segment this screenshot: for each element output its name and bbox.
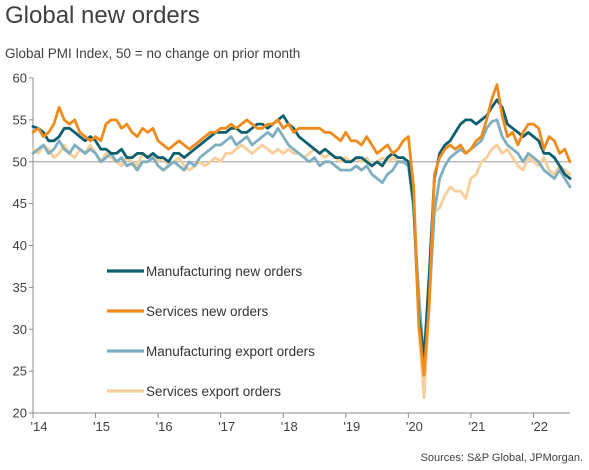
y-tick-label: 45 xyxy=(13,196,27,211)
axes: 20 25 30 35 40 45 50 55 60 '14 '15 '16 '17 '18 '19 '20 '… xyxy=(13,71,570,434)
legend-label: Services new orders xyxy=(146,304,269,319)
legend-label: Services export orders xyxy=(146,384,281,399)
y-tick-label: 20 xyxy=(13,406,27,421)
source-note: Sources: S&P Global, JPMorgan. xyxy=(420,452,583,464)
x-tick-label: '20 xyxy=(406,419,423,434)
x-tick-label: '14 xyxy=(31,419,48,434)
chart-title: Global new orders xyxy=(5,2,200,29)
legend-item-services-new-orders: Services new orders xyxy=(107,304,269,319)
x-tick-label: '22 xyxy=(531,419,548,434)
chart-subtitle: Global PMI Index, 50 = no change on prio… xyxy=(5,46,301,61)
y-tick-label: 25 xyxy=(13,364,27,379)
legend: Manufacturing new orders Services new ord… xyxy=(107,264,315,399)
series-line-manufacturing-export-orders xyxy=(31,118,572,361)
legend-item-services-export-orders: Services export orders xyxy=(107,384,281,399)
series-lines xyxy=(31,83,572,400)
series-line-services-new-orders xyxy=(31,83,572,377)
x-tick-label: '21 xyxy=(468,419,485,434)
x-tick-label: '16 xyxy=(156,419,173,434)
y-tick-label: 30 xyxy=(13,322,27,337)
x-tick-label: '17 xyxy=(218,419,235,434)
y-tick-label: 40 xyxy=(13,238,27,253)
x-tick-label: '19 xyxy=(343,419,360,434)
y-tick-label: 55 xyxy=(13,112,27,127)
legend-item-manufacturing-export-orders: Manufacturing export orders xyxy=(107,344,315,359)
legend-item-manufacturing-new-orders: Manufacturing new orders xyxy=(107,264,302,279)
series-line-manufacturing-new-orders xyxy=(31,98,572,361)
y-tick-label: 50 xyxy=(13,154,27,169)
y-tick-label: 60 xyxy=(13,71,27,86)
x-tick-label: '18 xyxy=(281,419,298,434)
x-tick-label: '15 xyxy=(93,419,110,434)
legend-label: Manufacturing new orders xyxy=(146,264,302,279)
y-tick-label: 35 xyxy=(13,280,27,295)
legend-label: Manufacturing export orders xyxy=(146,344,315,359)
